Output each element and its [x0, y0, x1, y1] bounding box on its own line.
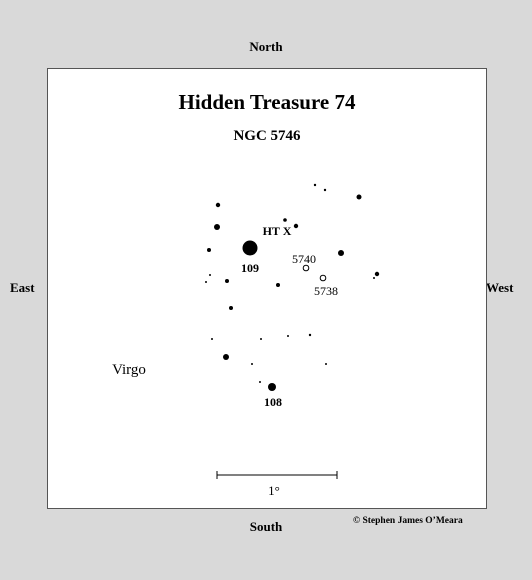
star [223, 354, 229, 360]
galaxy-5738-marker [319, 274, 327, 282]
galaxy-5740-marker [302, 264, 310, 272]
scale-bar-label: 1° [268, 483, 280, 498]
compass-south-label: South [249, 519, 283, 534]
star [356, 194, 362, 200]
star [215, 202, 221, 208]
star [293, 223, 299, 229]
scale-bar [216, 471, 338, 479]
chart-subtitle: NGC 5746 [233, 128, 301, 144]
star [308, 333, 312, 337]
galaxy-5738-label: 5738 [314, 284, 338, 298]
star [259, 381, 261, 383]
star [287, 335, 289, 337]
star-109 [242, 240, 258, 256]
copyright-credit: © Stephen James O’Meara [353, 516, 463, 526]
star [374, 271, 380, 277]
star [209, 274, 211, 276]
star [207, 248, 211, 252]
finder-chart: Hidden Treasure 74 NGC 5746 [47, 68, 487, 509]
star-108 [268, 383, 276, 391]
star [214, 224, 220, 230]
star [313, 183, 317, 187]
compass-north-label: North [249, 39, 283, 54]
star-108-label: 108 [264, 395, 282, 409]
star-chart-svg: Hidden Treasure 74 NGC 5746 [112, 90, 380, 498]
target-ht-x-label: HT X [263, 224, 292, 238]
chart-title: Hidden Treasure 74 [179, 90, 356, 114]
constellation-label: Virgo [112, 362, 146, 378]
star [251, 363, 253, 365]
field-stars [205, 183, 380, 383]
star [323, 188, 327, 192]
star [276, 283, 280, 287]
star [283, 218, 287, 222]
star [338, 250, 344, 256]
star-109-label: 109 [241, 261, 259, 275]
compass-east-label: East [10, 280, 35, 295]
star [205, 281, 207, 283]
star [229, 306, 233, 310]
star [373, 277, 375, 279]
galaxy-5740-label: 5740 [292, 252, 316, 266]
star [325, 363, 327, 365]
star [260, 338, 262, 340]
star [225, 279, 229, 283]
compass-west-label: West [486, 280, 514, 295]
star [211, 338, 213, 340]
